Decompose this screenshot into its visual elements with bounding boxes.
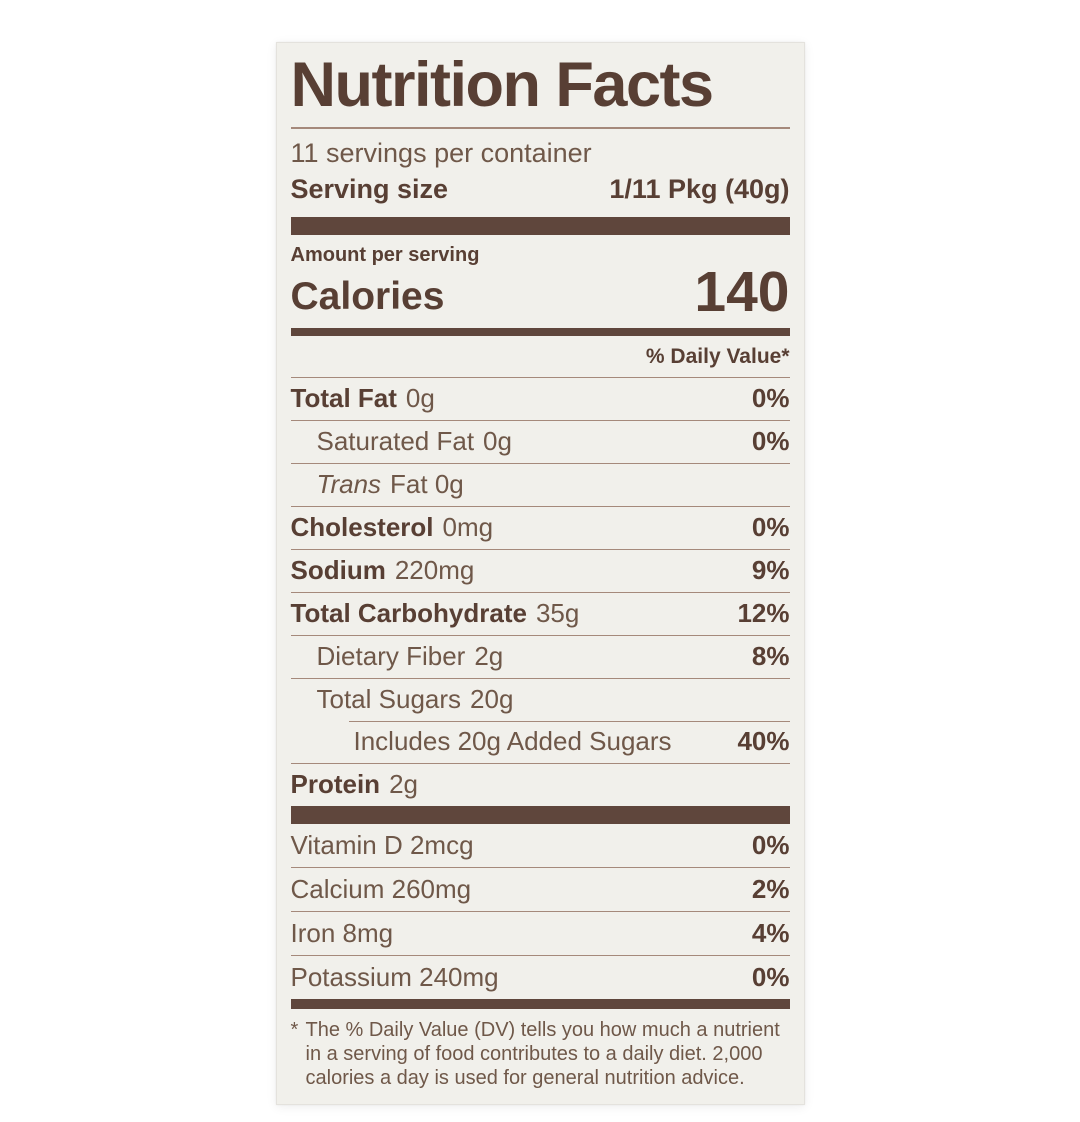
calories-row: Calories 140 bbox=[290, 259, 790, 328]
nutrient-row: Includes 20g Added Sugars 40% bbox=[291, 720, 790, 763]
nutrient-name-amount: Sodium 220mg bbox=[290, 554, 475, 585]
nutrient-name-amount: Protein 2g bbox=[290, 768, 419, 799]
nutrient-daily-value: 0% bbox=[751, 382, 790, 413]
nutrient-name-amount: Total Sugars 20g bbox=[316, 683, 514, 714]
vitamin-row: Potassium 240mg 0% bbox=[290, 954, 790, 999]
vitamin-row: Vitamin D 2mcg 0% bbox=[291, 824, 790, 867]
serving-size-value: 1/11 Pkg (40g) bbox=[609, 173, 790, 204]
vitamin-name: Calcium 260mg bbox=[290, 873, 472, 904]
vitamin-daily-value: 4% bbox=[751, 917, 790, 948]
calories-value: 140 bbox=[694, 259, 790, 324]
vitamin-daily-value: 0% bbox=[751, 961, 790, 992]
nutrition-facts-label: Nutrition Facts 11 servings per containe… bbox=[275, 42, 805, 1105]
vitamin-daily-value: 0% bbox=[751, 829, 790, 860]
nutrient-daily-value: 0% bbox=[751, 425, 790, 456]
nutrient-daily-value: 12% bbox=[737, 597, 790, 628]
servings-per-container: 11 servings per container bbox=[290, 137, 592, 168]
nutrient-row: Total Fat 0g 0% bbox=[290, 376, 790, 420]
nutrient-daily-value: 0% bbox=[751, 511, 790, 542]
nutrient-name-amount: Dietary Fiber 2g bbox=[316, 640, 504, 671]
vitamin-name: Iron 8mg bbox=[290, 917, 394, 948]
footnote-text: The % Daily Value (DV) tells you how muc… bbox=[305, 1018, 780, 1089]
vitamin-daily-value: 2% bbox=[751, 873, 790, 904]
footnote: * The % Daily Value (DV) tells you how m… bbox=[291, 1018, 790, 1090]
nutrient-name-amount: Trans Fat 0g bbox=[316, 468, 464, 499]
label-title: Nutrition Facts bbox=[290, 51, 790, 129]
vitamin-rows: Vitamin D 2mcg 0% Calcium 260mg 2% Iron … bbox=[290, 824, 790, 999]
nutrient-row: Total Sugars 20g bbox=[290, 677, 790, 721]
amount-per-serving: Amount per serving bbox=[290, 243, 480, 266]
nutrient-name-amount: Includes 20g Added Sugars bbox=[353, 725, 672, 756]
vitamin-name: Potassium 240mg bbox=[290, 961, 499, 992]
nutrient-row: Cholesterol 0mg 0% bbox=[290, 505, 790, 549]
nutrient-name-amount: Cholesterol 0mg bbox=[290, 511, 494, 542]
daily-value-header: % Daily Value* bbox=[645, 344, 790, 368]
nutrient-rows: Total Fat 0g 0% Saturated Fat 0g 0% Trans F… bbox=[290, 376, 790, 806]
nutrient-row: Protein 2g bbox=[290, 762, 790, 806]
nutrient-daily-value: 9% bbox=[751, 554, 790, 585]
nutrient-row: Saturated Fat 0g 0% bbox=[290, 419, 790, 463]
divider-thick-bottom bbox=[290, 805, 790, 824]
vitamin-name: Vitamin D 2mcg bbox=[290, 829, 474, 860]
nutrient-row: Trans Fat 0g bbox=[290, 462, 790, 506]
nutrient-daily-value: 40% bbox=[737, 725, 790, 756]
nutrient-row: Dietary Fiber 2g 8% bbox=[290, 634, 790, 678]
serving-size-row: Serving size 1/11 Pkg (40g) bbox=[291, 174, 790, 217]
footnote-marker: * bbox=[290, 1018, 299, 1041]
nutrient-row: Sodium 220mg 9% bbox=[290, 548, 790, 592]
nutrient-daily-value: 8% bbox=[751, 640, 790, 671]
nutrient-name-amount: Total Carbohydrate 35g bbox=[290, 597, 580, 628]
divider-thick-top bbox=[290, 216, 790, 235]
divider-bottom bbox=[290, 998, 790, 1009]
nutrient-row: Total Carbohydrate 35g 12% bbox=[290, 591, 790, 635]
vitamin-row: Calcium 260mg 2% bbox=[290, 866, 790, 911]
vitamin-row: Iron 8mg 4% bbox=[290, 910, 790, 955]
serving-size-label: Serving size bbox=[290, 173, 449, 204]
calories-label: Calories bbox=[290, 274, 445, 318]
divider-medium bbox=[290, 327, 790, 336]
nutrient-name-amount: Saturated Fat 0g bbox=[316, 425, 512, 456]
nutrient-name-amount: Total Fat 0g bbox=[290, 382, 435, 413]
